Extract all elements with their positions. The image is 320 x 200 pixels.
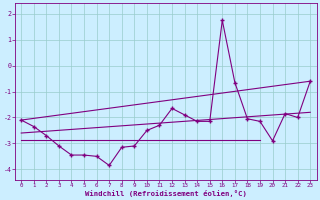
X-axis label: Windchill (Refroidissement éolien,°C): Windchill (Refroidissement éolien,°C) [85, 190, 247, 197]
